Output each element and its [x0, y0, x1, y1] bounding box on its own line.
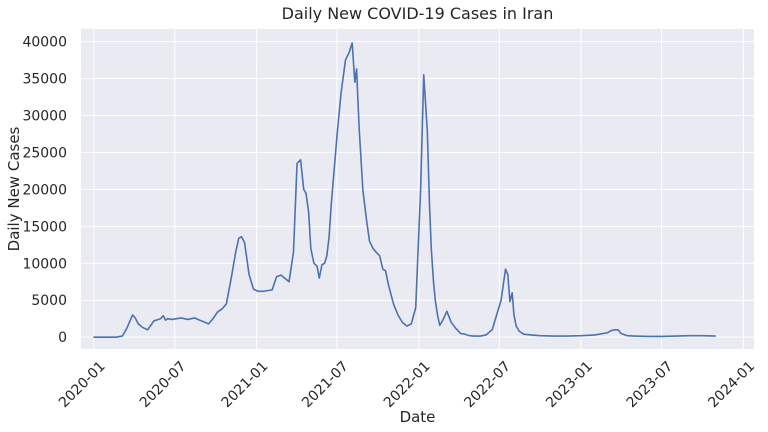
y-tick-label: 10000: [22, 256, 67, 272]
y-axis-label: Daily New Cases: [5, 126, 23, 251]
y-gridlines: [81, 41, 754, 338]
chart-title: Daily New COVID-19 Cases in Iran: [282, 4, 554, 23]
y-tick-label: 40000: [22, 35, 67, 51]
x-tick-label: 2021-07: [299, 358, 352, 411]
y-tick-label: 5000: [31, 293, 67, 309]
x-tick-labels: 2020-01 2020-07 2021-01 2021-07 2022-01 2022-…: [56, 358, 758, 411]
x-tick-label: 2023-01: [543, 358, 596, 411]
y-tick-label: 20000: [22, 182, 67, 198]
y-tick-label: 15000: [22, 219, 67, 235]
x-tick-label: 2022-01: [381, 358, 434, 411]
y-tick-label: 35000: [22, 72, 67, 88]
y-tick-label: 0: [58, 330, 67, 346]
x-tick-label: 2022-07: [461, 358, 514, 411]
x-tick-label: 2020-01: [56, 358, 109, 411]
y-tick-label: 25000: [22, 145, 67, 161]
x-tick-label: 2023-07: [624, 358, 677, 411]
x-tick-label: 2024-01: [705, 358, 758, 411]
y-tick-labels: 0 5000 10000 15000 20000 25000 30000 35000 40000: [22, 35, 67, 347]
x-tick-label: 2020-07: [137, 358, 190, 411]
series-line-iran-cases: [93, 42, 716, 338]
x-axis-label: Date: [400, 408, 436, 426]
y-tick-label: 30000: [22, 108, 67, 124]
x-tick-label: 2021-01: [219, 358, 272, 411]
